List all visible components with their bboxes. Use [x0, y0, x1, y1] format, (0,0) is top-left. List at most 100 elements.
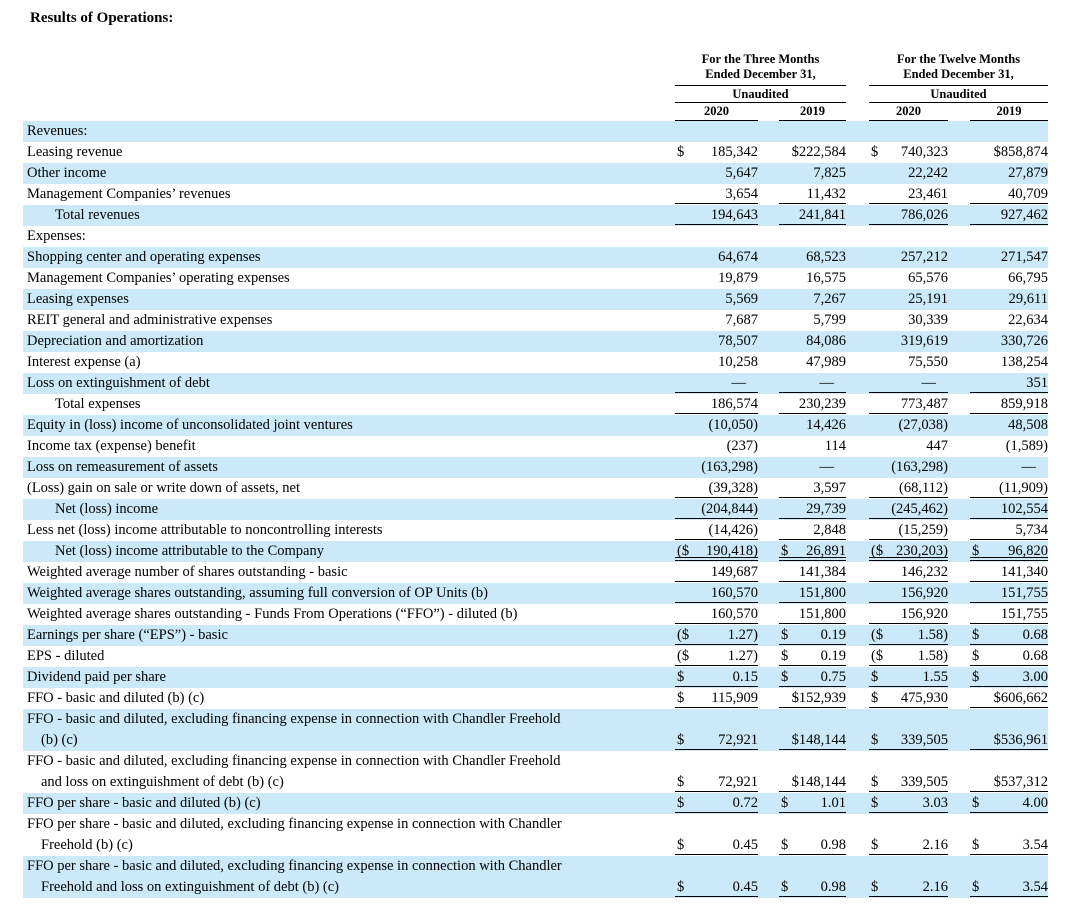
- row-label-text: EPS - diluted: [27, 648, 105, 664]
- amount-cell: 859,918: [970, 394, 1048, 415]
- amount-value: 773,487: [900, 396, 948, 412]
- currency-symbol: [675, 289, 677, 310]
- amount-cell: 66,795: [970, 268, 1048, 289]
- amount-value: 3,654: [725, 186, 758, 202]
- amount-cell: 241,841: [779, 205, 846, 226]
- table-row: Expenses:: [23, 226, 1048, 247]
- currency-symbol: $: [871, 690, 879, 706]
- group-subtitle: Unaudited: [675, 86, 846, 103]
- amount-value: 22,242: [908, 165, 948, 181]
- currency-symbol: [779, 436, 781, 457]
- row-label: Loss on extinguishment of debt: [23, 373, 675, 394]
- currency-symbol: [970, 478, 972, 499]
- amount-value: 2.16: [922, 879, 948, 895]
- amount-cell: 22,634: [970, 310, 1048, 331]
- amount-cell: 156,920: [869, 583, 948, 604]
- amount-value: 859,918: [1000, 396, 1048, 412]
- amount-value: 5,734: [1015, 522, 1048, 538]
- amount-value: 25,191: [908, 291, 948, 307]
- table-row: Weighted average number of shares outsta…: [23, 562, 1048, 583]
- amount-value: (204,844): [701, 501, 758, 517]
- currency-symbol: [970, 352, 972, 373]
- amount-cell: (11,909): [970, 478, 1048, 499]
- amount-value: 78,507: [718, 333, 758, 349]
- amount-value: 27,879: [1008, 165, 1048, 181]
- amount-value: (10,050): [708, 417, 758, 433]
- amount-value: 138,254: [1000, 354, 1048, 370]
- amount-value: 339,505: [900, 732, 948, 748]
- amount-cell: $0.19: [779, 625, 846, 646]
- row-label: Earnings per share (“EPS”) - basic: [23, 625, 675, 646]
- amount-value: (15,259): [898, 522, 948, 538]
- currency-symbol: $: [871, 837, 879, 853]
- currency-symbol: [970, 730, 972, 751]
- amount-cell: 141,340: [970, 562, 1048, 583]
- currency-symbol: [675, 457, 677, 478]
- amount-value: $536,961: [993, 732, 1048, 748]
- row-label: Leasing expenses: [23, 289, 675, 310]
- table-row: FFO per share - basic and diluted, exclu…: [23, 856, 1048, 898]
- amount-cell: 64,674: [675, 247, 758, 268]
- currency-symbol: [675, 163, 677, 184]
- amount-cell: 102,554: [970, 499, 1048, 520]
- amount-cell: 7,267: [779, 289, 846, 310]
- amount-value: 0.15: [732, 669, 758, 685]
- amount-cell: 14,426: [779, 415, 846, 436]
- row-label: Weighted average shares outstanding - Fu…: [23, 604, 675, 625]
- currency-symbol: $: [871, 795, 879, 811]
- table-row: REIT general and administrative expenses…: [23, 310, 1048, 331]
- currency-symbol: [869, 394, 871, 415]
- amount-value: 115,909: [711, 690, 758, 706]
- amount-value: 72,921: [718, 774, 758, 790]
- currency-symbol: [970, 457, 972, 478]
- table-row: Loss on remeasurement of assets (163,298)…: [23, 457, 1048, 478]
- amount-cell: 29,611: [970, 289, 1048, 310]
- amount-cell: 351: [970, 373, 1048, 394]
- row-label-text: Net (loss) income: [55, 501, 159, 517]
- currency-symbol: [869, 184, 871, 205]
- currency-symbol: [779, 163, 781, 184]
- row-label: Income tax (expense) benefit: [23, 436, 675, 457]
- amount-cell: $0.68: [970, 646, 1048, 667]
- amount-cell: —: [675, 373, 758, 394]
- currency-symbol: [779, 562, 781, 583]
- currency-symbol: [779, 604, 781, 625]
- currency-symbol: [675, 247, 677, 268]
- amount-value: 7,825: [813, 165, 846, 181]
- amount-cell: 151,755: [970, 583, 1048, 604]
- amount-value: 10,258: [718, 354, 758, 370]
- amount-cell: ($ 1.58): [869, 646, 948, 667]
- currency-symbol: [675, 184, 677, 205]
- table-row: Revenues:: [23, 121, 1048, 142]
- row-label: Expenses:: [23, 226, 675, 247]
- row-label-text-line2: Freehold and loss on extinguishment of d…: [41, 879, 339, 895]
- amount-cell: (163,298): [675, 457, 758, 478]
- amount-cell: $152,939: [779, 688, 846, 709]
- currency-symbol: [970, 415, 972, 436]
- row-label: (Loss) gain on sale or write down of ass…: [23, 478, 675, 499]
- amount-cell: (245,462): [869, 499, 948, 520]
- amount-cell: $339,505: [869, 772, 948, 793]
- currency-symbol: [779, 457, 781, 478]
- currency-symbol: $: [677, 795, 685, 811]
- amount-value: 190,418): [706, 543, 758, 559]
- amount-value: 351: [1026, 375, 1048, 391]
- amount-cell: [869, 226, 948, 247]
- amount-cell: [970, 226, 1048, 247]
- currency-symbol: [869, 268, 871, 289]
- row-label: Equity in (loss) income of unconsolidate…: [23, 415, 675, 436]
- amount-value: 447: [926, 438, 948, 454]
- table-row: FFO per share - basic and diluted, exclu…: [23, 814, 1048, 856]
- currency-symbol: $: [781, 837, 789, 853]
- row-label-text: FFO - basic and diluted, excluding finan…: [27, 711, 561, 727]
- amount-value: (245,462): [891, 501, 948, 517]
- column-header-year-2020: 2020: [675, 104, 758, 121]
- amount-value: 230,239: [798, 396, 846, 412]
- amount-value: 330,726: [1000, 333, 1048, 349]
- currency-symbol: [779, 373, 781, 394]
- amount-cell: 5,799: [779, 310, 846, 331]
- amount-value: 3.00: [1022, 669, 1048, 685]
- amount-cell: ($ 1.27): [675, 646, 758, 667]
- currency-symbol: [869, 562, 871, 583]
